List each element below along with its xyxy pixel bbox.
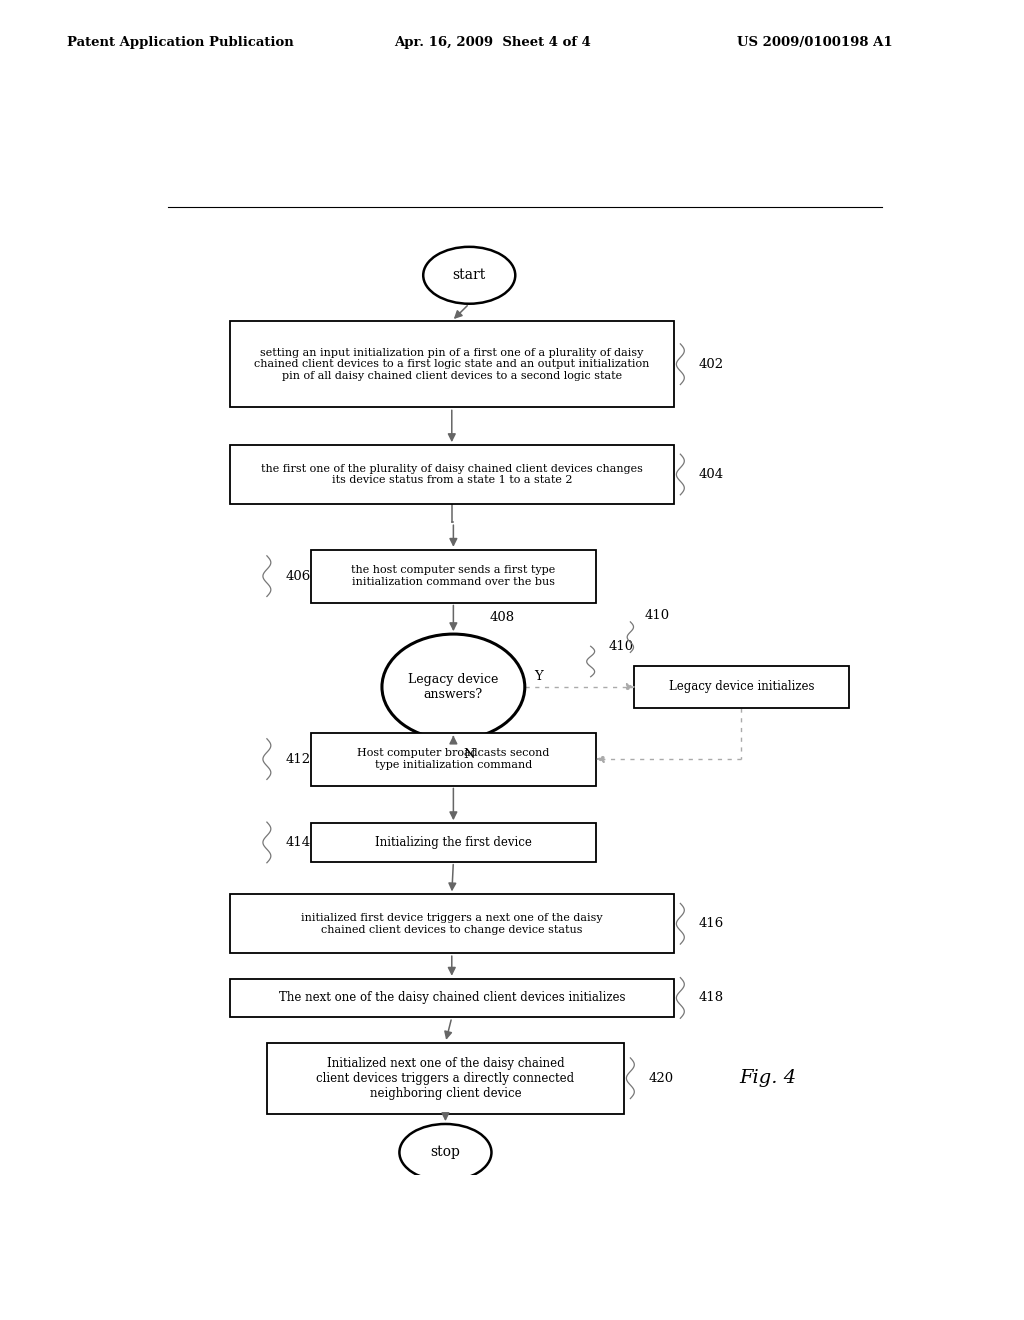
FancyBboxPatch shape: [229, 445, 674, 504]
Text: 402: 402: [698, 358, 724, 371]
Text: Initializing the first device: Initializing the first device: [375, 836, 531, 849]
Text: US 2009/0100198 A1: US 2009/0100198 A1: [737, 36, 893, 49]
FancyBboxPatch shape: [229, 321, 674, 408]
Text: Apr. 16, 2009  Sheet 4 of 4: Apr. 16, 2009 Sheet 4 of 4: [394, 36, 591, 49]
FancyBboxPatch shape: [310, 549, 596, 602]
Text: Initialized next one of the daisy chained
client devices triggers a directly con: Initialized next one of the daisy chaine…: [316, 1057, 574, 1100]
Text: initialized first device triggers a next one of the daisy
chained client devices: initialized first device triggers a next…: [301, 913, 602, 935]
Text: The next one of the daisy chained client devices initializes: The next one of the daisy chained client…: [279, 991, 625, 1005]
FancyBboxPatch shape: [229, 894, 674, 953]
Text: stop: stop: [430, 1146, 461, 1159]
FancyBboxPatch shape: [267, 1043, 624, 1114]
Text: Fig. 4: Fig. 4: [739, 1069, 797, 1088]
Text: 412: 412: [285, 752, 310, 766]
Text: Host computer broadcasts second
type initialization command: Host computer broadcasts second type ini…: [357, 748, 550, 770]
Text: 406: 406: [285, 570, 310, 582]
FancyBboxPatch shape: [229, 978, 674, 1018]
Ellipse shape: [423, 247, 515, 304]
Ellipse shape: [399, 1125, 492, 1181]
Text: 404: 404: [698, 469, 724, 480]
FancyBboxPatch shape: [310, 824, 596, 862]
Text: Legacy device initializes: Legacy device initializes: [669, 680, 814, 693]
Text: 418: 418: [698, 991, 724, 1005]
Text: 414: 414: [285, 836, 310, 849]
Text: 408: 408: [489, 611, 514, 624]
Text: the first one of the plurality of daisy chained client devices changes
its devic: the first one of the plurality of daisy …: [261, 463, 643, 486]
FancyBboxPatch shape: [634, 665, 849, 709]
Text: setting an input initialization pin of a first one of a plurality of daisy
chain: setting an input initialization pin of a…: [254, 347, 649, 381]
Text: 410: 410: [645, 609, 670, 622]
FancyBboxPatch shape: [310, 733, 596, 785]
Text: N: N: [464, 748, 475, 760]
Text: Y: Y: [535, 669, 543, 682]
Text: the host computer sends a first type
initialization command over the bus: the host computer sends a first type ini…: [351, 565, 555, 587]
Ellipse shape: [382, 634, 524, 739]
Text: 410: 410: [609, 640, 634, 653]
Text: 416: 416: [698, 917, 724, 931]
Text: start: start: [453, 268, 485, 282]
Text: Patent Application Publication: Patent Application Publication: [67, 36, 293, 49]
Text: 420: 420: [648, 1072, 674, 1085]
Text: Legacy device
answers?: Legacy device answers?: [409, 673, 499, 701]
